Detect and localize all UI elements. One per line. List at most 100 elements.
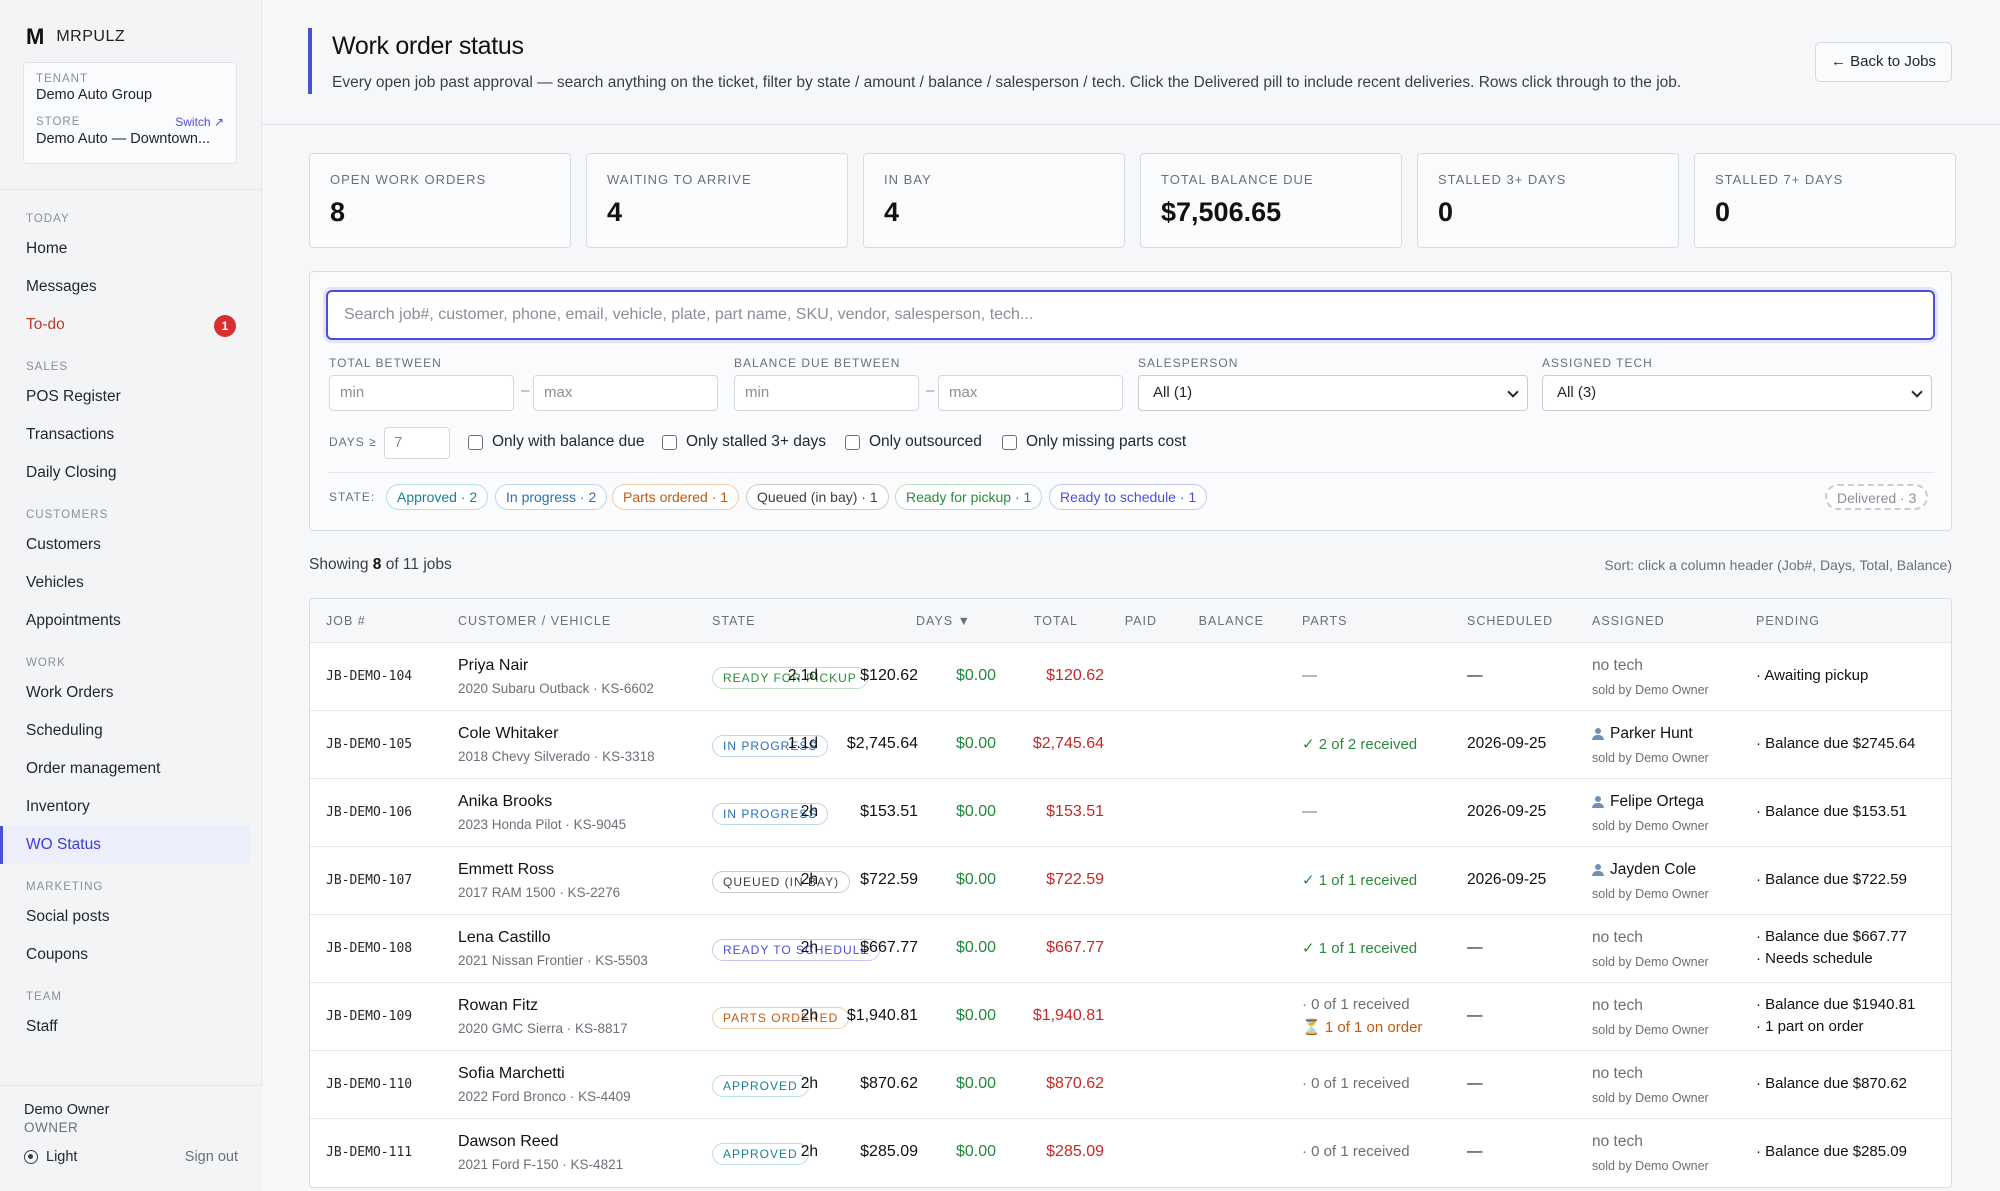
theme-toggle[interactable]: Light: [24, 1149, 77, 1165]
table-row[interactable]: JB-DEMO-108 Lena Castillo 2021 Nissan Fr…: [310, 915, 1951, 983]
sidebar-item-scheduling[interactable]: Scheduling: [26, 722, 103, 739]
stalled-checkbox[interactable]: Only stalled 3+ days: [662, 433, 826, 451]
state-pill-delivered[interactable]: Delivered · 3: [1825, 484, 1929, 510]
days-value: 2h: [800, 803, 818, 820]
sold-by: sold by Demo Owner: [1592, 887, 1709, 901]
checkbox-box[interactable]: [468, 434, 483, 450]
stat-open-work-orders: OPEN WORK ORDERS 8: [309, 153, 571, 248]
filter-panel: Search job#, customer, phone, email, veh…: [309, 271, 1952, 531]
state-pill-parts-ordered[interactable]: Parts ordered · 1: [612, 484, 740, 510]
customer-name: Emmett Ross: [458, 861, 555, 878]
back-to-jobs-button[interactable]: ← Back to Jobs: [1814, 42, 1952, 82]
sidebar-item-order-management[interactable]: Order management: [26, 760, 161, 777]
tech-name: Parker Hunt: [1610, 725, 1693, 742]
sidebar-item-vehicles[interactable]: Vehicles: [26, 574, 84, 591]
table-row[interactable]: JB-DEMO-110 Sofia Marchetti 2022 Ford Br…: [310, 1051, 1951, 1119]
sidebar-item-staff[interactable]: Staff: [26, 1018, 58, 1035]
stat-value: 4: [607, 197, 623, 227]
sidebar-item-social-posts[interactable]: Social posts: [26, 908, 110, 925]
job-number: JB-DEMO-109: [326, 1009, 413, 1024]
col-total[interactable]: TOTAL: [1033, 614, 1078, 628]
balance-min-input[interactable]: min: [734, 375, 919, 411]
assigned-tech-select[interactable]: All (3): [1542, 375, 1932, 411]
days-value: 2.1d: [787, 667, 818, 684]
paid-value: $0.00: [955, 803, 996, 820]
brand-logo-icon: M: [26, 24, 45, 49]
state-pill-in-progress[interactable]: In progress · 2: [495, 484, 608, 510]
state-pill-ready-for-pickup[interactable]: Ready for pickup · 1: [895, 484, 1043, 510]
total-value: $2,745.64: [846, 735, 918, 752]
paid-value: $0.00: [955, 667, 996, 684]
sidebar-item-daily-closing[interactable]: Daily Closing: [26, 464, 117, 481]
sidebar-item-wo-status[interactable]: WO Status: [0, 826, 250, 864]
balance-value: $2,745.64: [1032, 735, 1104, 752]
sidebar-item-appointments[interactable]: Appointments: [26, 612, 121, 629]
showing-suffix: of 11 jobs: [381, 556, 452, 573]
sidebar-item-coupons[interactable]: Coupons: [26, 946, 89, 963]
balance-max-input[interactable]: max: [938, 375, 1123, 411]
sidebar-item-inventory[interactable]: Inventory: [26, 798, 90, 815]
total-max-input[interactable]: max: [533, 375, 718, 411]
checkbox-box[interactable]: [662, 434, 677, 450]
job-number: JB-DEMO-107: [326, 873, 413, 888]
salesperson-select[interactable]: All (1): [1138, 375, 1528, 411]
page-header: Work order status Every open job past ap…: [262, 0, 2000, 125]
tech-name: no tech: [1592, 657, 1643, 674]
paid-value: $0.00: [955, 1007, 996, 1024]
user-role: OWNER: [24, 1120, 79, 1135]
sidebar-item-work-orders[interactable]: Work Orders: [26, 684, 114, 701]
search-input[interactable]: Search job#, customer, phone, email, veh…: [326, 290, 1935, 340]
main-content: Work order status Every open job past ap…: [262, 0, 2000, 1191]
table-row[interactable]: JB-DEMO-104 Priya Nair 2020 Subaru Outba…: [310, 643, 1951, 711]
assigned-tech: no tech: [1592, 1065, 1643, 1083]
showing-count: Showing 8 of 11 jobs: [309, 556, 452, 574]
filter-divider: [329, 472, 1934, 473]
salesperson-value: All (1): [1153, 384, 1193, 401]
days-value: 2h: [800, 871, 818, 888]
table-row[interactable]: JB-DEMO-111 Dawson Reed 2021 Ford F-150 …: [310, 1119, 1951, 1187]
table-row[interactable]: JB-DEMO-109 Rowan Fitz 2020 GMC Sierra ·…: [310, 983, 1951, 1051]
sidebar: M MRPULZ TENANT Demo Auto Group STORE Sw…: [0, 0, 262, 1191]
days-input[interactable]: 7: [384, 427, 450, 459]
state-pill-approved[interactable]: Approved · 2: [386, 484, 489, 510]
balance-value: $667.77: [1046, 939, 1104, 956]
sidebar-item-transactions[interactable]: Transactions: [26, 426, 115, 443]
checkbox-box[interactable]: [1002, 434, 1017, 450]
table-row[interactable]: JB-DEMO-106 Anika Brooks 2023 Honda Pilo…: [310, 779, 1951, 847]
col-days[interactable]: DAYS ▼: [916, 614, 971, 628]
sidebar-item-customers[interactable]: Customers: [26, 536, 101, 553]
vehicle-info: 2023 Honda Pilot · KS-9045: [458, 817, 627, 832]
store-switch-link[interactable]: Switch ↗: [175, 115, 224, 129]
parts-status: · 0 of 1 received: [1302, 1143, 1410, 1160]
col-job[interactable]: JOB #: [326, 614, 366, 628]
col-balance[interactable]: BALANCE: [1198, 614, 1264, 628]
missing-parts-cost-checkbox[interactable]: Only missing parts cost: [1002, 433, 1186, 451]
sign-out-link[interactable]: Sign out: [184, 1149, 238, 1165]
balance-due-checkbox[interactable]: Only with balance due: [468, 433, 645, 451]
brand[interactable]: M MRPULZ: [26, 24, 125, 50]
pending-item: · Needs schedule: [1756, 950, 1873, 967]
sidebar-item-todo[interactable]: To-do 1: [0, 306, 250, 344]
paid-value: $0.00: [955, 735, 996, 752]
job-number: JB-DEMO-110: [326, 1077, 413, 1092]
balance-value: $722.59: [1046, 871, 1104, 888]
outsourced-checkbox[interactable]: Only outsourced: [845, 433, 982, 451]
total-value: $285.09: [860, 1143, 918, 1160]
state-pill-queued[interactable]: Queued (in bay) · 1: [746, 484, 889, 510]
pending-item: · Balance due $722.59: [1756, 871, 1907, 888]
balance-value: $153.51: [1046, 803, 1104, 820]
sidebar-item-label: To-do: [26, 316, 65, 333]
sidebar-item-home[interactable]: Home: [26, 240, 68, 257]
total-min-input[interactable]: min: [329, 375, 514, 411]
table-row[interactable]: JB-DEMO-105 Cole Whitaker 2018 Chevy Sil…: [310, 711, 1951, 779]
days-value: 1.1d: [787, 735, 818, 752]
checkbox-box[interactable]: [845, 434, 860, 450]
table-row[interactable]: JB-DEMO-107 Emmett Ross 2017 RAM 1500 · …: [310, 847, 1951, 915]
days-value: 2h: [800, 1075, 818, 1092]
pending-item: · Balance due $1940.81: [1756, 996, 1916, 1013]
sidebar-item-messages[interactable]: Messages: [26, 278, 97, 295]
sidebar-item-pos[interactable]: POS Register: [26, 388, 121, 405]
state-pill-ready-to-schedule[interactable]: Ready to schedule · 1: [1049, 484, 1208, 510]
stat-stalled-3-days: STALLED 3+ DAYS 0: [1417, 153, 1679, 248]
state-filter-label: STATE:: [329, 490, 376, 504]
